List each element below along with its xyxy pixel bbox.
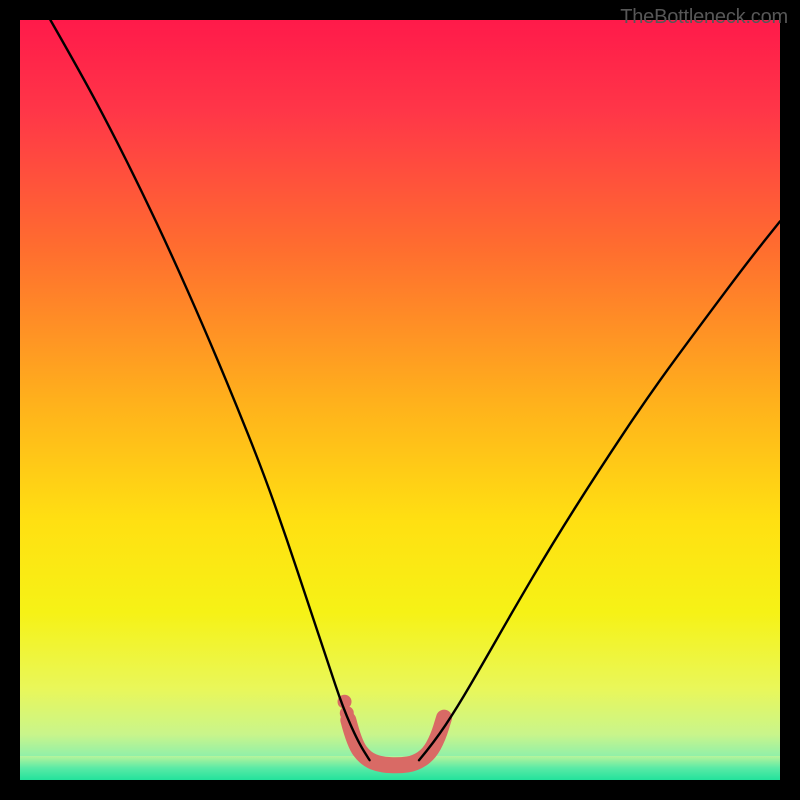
chart-background: [20, 20, 780, 780]
bottleneck-chart-figure: TheBottleneck.com: [0, 0, 800, 800]
watermark-text: TheBottleneck.com: [620, 6, 788, 29]
chart-svg: [0, 0, 800, 800]
